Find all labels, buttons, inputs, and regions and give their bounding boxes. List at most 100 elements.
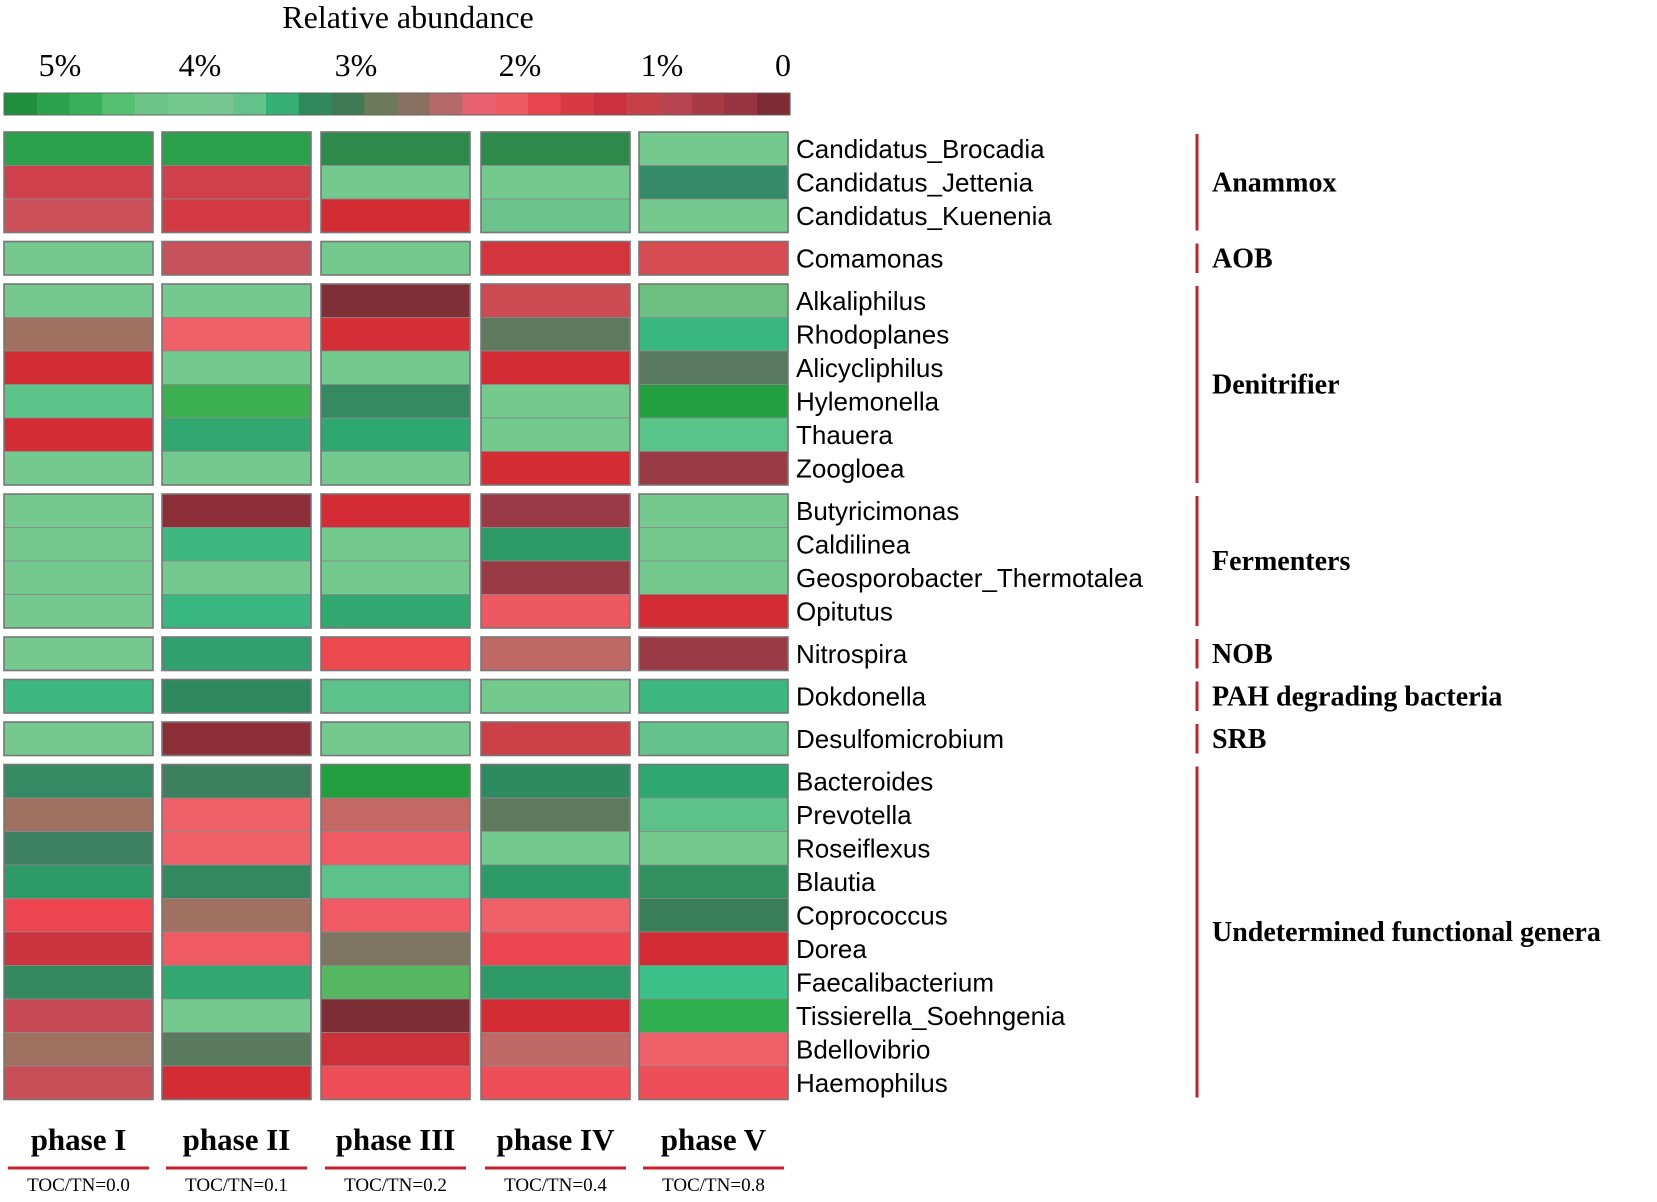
heatmap-cell	[161, 493, 312, 528]
heatmap-cell	[3, 241, 154, 276]
heatmap-cell	[161, 165, 312, 200]
group-label: Anammox	[1212, 167, 1336, 198]
group-block-frame	[320, 240, 471, 276]
colorbar-segment	[397, 93, 431, 115]
genus-label: Haemophilus	[796, 1068, 948, 1098]
heatmap-cell	[638, 283, 789, 318]
genus-label: Bdellovibrio	[796, 1034, 930, 1064]
heatmap-cell	[3, 131, 154, 166]
genus-label: Blautia	[796, 867, 876, 897]
genus-label: Zoogloea	[796, 453, 905, 483]
heatmap-cell	[320, 1032, 471, 1067]
genus-label: Alicycliphilus	[796, 353, 943, 383]
genus-label: Candidatus_Kuenenia	[796, 201, 1052, 231]
genus-label: Bacteroides	[796, 766, 933, 796]
heatmap-cell	[161, 864, 312, 899]
colorbar-tick-label: 0	[775, 47, 791, 83]
group-block-frame	[638, 283, 789, 486]
heatmap-cell	[638, 831, 789, 866]
genus-label: Opitutus	[796, 596, 893, 626]
colorbar-title: Relative abundance	[282, 0, 533, 35]
group-block-frame	[3, 283, 154, 486]
genus-label: Rhodoplanes	[796, 319, 949, 349]
heatmap-cell	[480, 965, 631, 1000]
heatmap-cell	[638, 764, 789, 799]
heatmap-cell	[480, 636, 631, 671]
heatmap-cell	[480, 864, 631, 899]
heatmap-cell	[3, 560, 154, 595]
colorbar-segment	[364, 93, 398, 115]
colorbar-tick-label: 1%	[641, 47, 684, 83]
colorbar-frame	[3, 92, 791, 116]
colorbar-segment	[757, 93, 791, 115]
group-block-frame	[320, 721, 471, 757]
heatmap-cell	[320, 998, 471, 1033]
group-label: Denitrifier	[1212, 370, 1340, 401]
group-block-frame	[161, 493, 312, 629]
heatmap-cell	[480, 451, 631, 486]
heatmap-cell	[3, 165, 154, 200]
heatmap-cell	[480, 679, 631, 714]
heatmap-cell	[480, 764, 631, 799]
phase-label: phase IV	[496, 1122, 615, 1157]
heatmap-cell	[320, 594, 471, 629]
heatmap-cell	[480, 721, 631, 756]
colorbar-segment	[102, 93, 136, 115]
heatmap-cell	[638, 679, 789, 714]
group-block-frame	[3, 678, 154, 714]
heatmap-cell	[320, 965, 471, 1000]
heatmap-cell	[320, 451, 471, 486]
group-block-frame	[320, 636, 471, 672]
heatmap-cell	[3, 764, 154, 799]
group-block-frame	[480, 240, 631, 276]
heatmap-cell	[638, 493, 789, 528]
group-label: Undetermined functional genera	[1212, 917, 1601, 948]
heatmap-cell	[3, 350, 154, 385]
heatmap-cell	[3, 931, 154, 966]
heatmap-cell	[161, 241, 312, 276]
heatmap-cell	[3, 679, 154, 714]
heatmap-cell	[480, 493, 631, 528]
heatmap-cell	[161, 797, 312, 832]
phase-label: phase II	[183, 1122, 291, 1157]
heatmap-cell	[638, 165, 789, 200]
heatmap-cell	[161, 131, 312, 166]
colorbar-segment	[233, 93, 267, 115]
heatmap-cell	[161, 965, 312, 1000]
colorbar-segment	[560, 93, 595, 115]
group-block-frame	[638, 763, 789, 1101]
group-block-frame	[320, 493, 471, 629]
genus-label: Candidatus_Brocadia	[796, 134, 1045, 164]
heatmap-cell	[638, 721, 789, 756]
genus-label: Comamonas	[796, 243, 943, 273]
phase-label: phase V	[661, 1122, 767, 1157]
heatmap-cell	[3, 594, 154, 629]
genus-label: Faecalibacterium	[796, 967, 994, 997]
heatmap-cell	[320, 417, 471, 452]
colorbar-segment	[724, 93, 758, 115]
heatmap-cell	[320, 898, 471, 933]
group-block-frame	[480, 636, 631, 672]
heatmap-cell	[320, 241, 471, 276]
heatmap-cell	[161, 898, 312, 933]
heatmap-cell	[161, 998, 312, 1033]
toc-tn-ratio-label: TOC/TN=0.0	[27, 1175, 130, 1196]
heatmap-cell	[480, 417, 631, 452]
heatmap-cell	[638, 527, 789, 562]
colorbar-segment	[135, 93, 169, 115]
heatmap-cell	[320, 931, 471, 966]
heatmap-cell	[480, 350, 631, 385]
group-block-frame	[320, 763, 471, 1101]
colorbar-segment	[495, 93, 529, 115]
heatmap-cell	[638, 198, 789, 233]
heatmap-cell	[3, 493, 154, 528]
genus-label: Tissierella_Soehngenia	[796, 1001, 1066, 1031]
genus-label: Dorea	[796, 934, 867, 964]
heatmap-cell	[480, 527, 631, 562]
genus-label: Caldilinea	[796, 529, 911, 559]
colorbar-segment	[691, 93, 726, 115]
colorbar-segment	[69, 93, 103, 115]
heatmap-cell	[638, 384, 789, 419]
colorbar-segment	[4, 93, 38, 115]
